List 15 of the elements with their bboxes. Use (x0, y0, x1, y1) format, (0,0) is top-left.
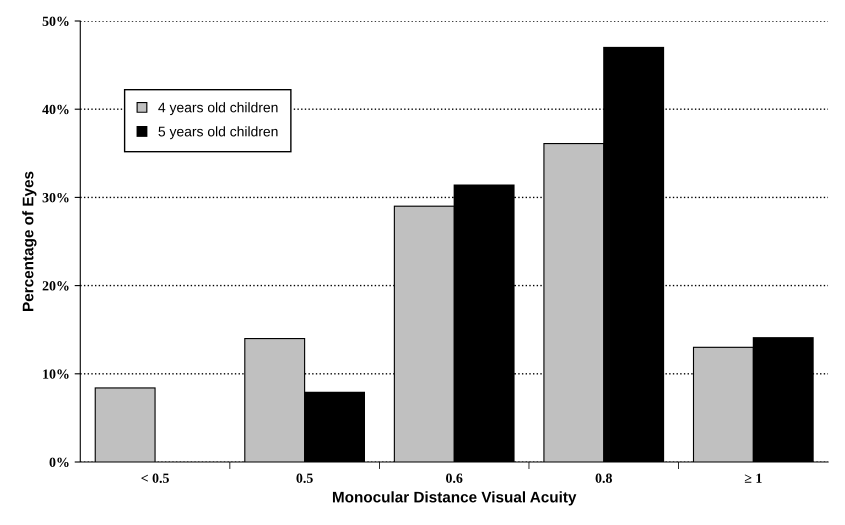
y-tick-label: 30% (42, 192, 69, 202)
y-tick-label: 40% (42, 104, 69, 114)
x-tick-label: 0.8 (596, 474, 612, 483)
y-tick-label: 20% (42, 281, 69, 291)
x-axis-title: Monocular Distance Visual Acuity (332, 491, 576, 506)
x-tick-label: ≥ 1 (744, 474, 762, 483)
x-tick-label: < 0.5 (141, 474, 169, 483)
y-tick-label: 10% (43, 369, 69, 379)
y-tick-label: 0% (50, 458, 69, 467)
x-tick-label: 0.5 (296, 474, 313, 483)
legend-label: 5 years old children (158, 126, 278, 140)
y-axis-title: Percentage of Eyes (22, 172, 37, 311)
y-tick-label: 50% (42, 16, 69, 26)
legend-label: 4 years old children (158, 102, 278, 116)
x-tick-label: 0.6 (446, 474, 462, 483)
